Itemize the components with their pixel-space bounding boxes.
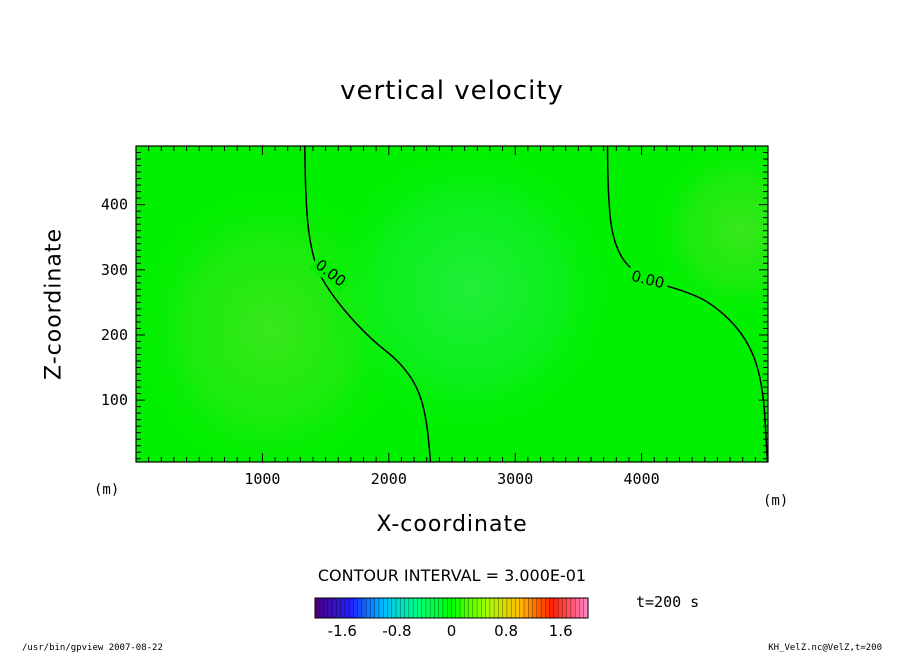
colorbar-segment: [579, 598, 585, 618]
colorbar-segment: [315, 598, 320, 618]
colorbar-segment: [494, 598, 500, 618]
colorbar-segment: [502, 598, 508, 618]
colorbar-segment: [327, 598, 333, 618]
colorbar-segment: [442, 598, 448, 618]
footer-right: KH_VelZ.nc@VelZ,t=200: [768, 643, 882, 653]
colorbar-segment: [417, 598, 423, 618]
colorbar-segment: [344, 598, 350, 618]
colorbar: -1.6 -0.8 0 0.8 1.6: [314, 597, 589, 640]
colorbar-segment: [323, 598, 329, 618]
colorbar-segment: [340, 598, 346, 618]
colorbar-segment: [583, 598, 589, 618]
y-tick-label: 200: [101, 326, 128, 344]
colorbar-segment: [357, 598, 363, 618]
colorbar-segment: [391, 598, 397, 618]
colorbar-segment: [468, 598, 474, 618]
colorbar-segment: [506, 598, 512, 618]
colorbar-segment: [425, 598, 431, 618]
colorbar-segment: [566, 598, 572, 618]
colorbar-segment: [558, 598, 564, 618]
colorbar-segment: [532, 598, 538, 618]
colorbar-segment: [447, 598, 453, 618]
colorbar-segment: [575, 598, 581, 618]
colorbar-segment: [413, 598, 418, 618]
x-tick-label: 4000: [624, 470, 660, 488]
colorbar-segment: [460, 598, 465, 618]
colorbar-tick-label: 0.8: [494, 622, 518, 640]
colorbar-segment: [353, 598, 359, 618]
colorbar-segment: [374, 598, 380, 618]
x-axis-label: X-coordinate: [376, 512, 528, 537]
colorbar-segment: [553, 598, 559, 618]
colorbar-tick-label: 1.6: [549, 622, 573, 640]
colorbar-segment: [332, 598, 337, 618]
colorbar-segment: [464, 598, 470, 618]
x-tick-label: 1000: [244, 470, 280, 488]
time-label: t=200 s: [636, 593, 700, 611]
positive-region: [320, 146, 620, 440]
colorbar-segment: [524, 598, 529, 618]
x-axis-unit: (m): [763, 493, 789, 509]
colorbar-frame: [314, 597, 589, 619]
colorbar-segment: [378, 598, 384, 618]
colorbar-segment: [549, 598, 555, 618]
colorbar-segment: [383, 598, 389, 618]
colorbar-segment: [396, 598, 401, 618]
colorbar-segment: [545, 598, 551, 618]
y-tick-label: 400: [101, 196, 128, 214]
colorbar-segment: [472, 598, 478, 618]
colorbar-segment: [438, 598, 444, 618]
zero-contour-1: [303, 146, 432, 462]
colorbar-segment: [361, 598, 367, 618]
footer-left: /usr/bin/gpview 2007-08-22: [22, 643, 163, 653]
colorbar-segment: [515, 598, 521, 618]
x-tick-label: 2000: [371, 470, 407, 488]
colorbar-segment: [485, 598, 491, 618]
colorbar-tick-label: -1.6: [328, 622, 357, 640]
colorbar-segment: [430, 598, 436, 618]
negative-region-right: [650, 146, 768, 320]
colorbar-tick-label: 0: [447, 622, 457, 640]
colorbar-segment: [349, 598, 354, 618]
y-axis-unit: (m): [94, 482, 120, 498]
colorbar-segment: [519, 598, 525, 618]
colorbar-segment: [370, 598, 376, 618]
colorbar-segment: [455, 598, 461, 618]
colorbar-segment: [421, 598, 427, 618]
colorbar-segment: [366, 598, 372, 618]
x-tick-label: 3000: [497, 470, 533, 488]
colorbar-segment: [570, 598, 576, 618]
colorbar-segment: [511, 598, 517, 618]
colorbar-segment: [481, 598, 487, 618]
colorbar-segment: [498, 598, 504, 618]
heatmap-field: [136, 146, 768, 462]
colorbar-segment: [434, 598, 440, 618]
y-axis-label: Z-coordinate: [41, 228, 67, 380]
contour-label-bg: [626, 265, 670, 294]
colorbar-segment: [477, 598, 482, 618]
y-tick-label: 300: [101, 261, 128, 279]
contour-interval-label: CONTOUR INTERVAL = 3.000E-01: [317, 566, 587, 585]
y-tick-label: 100: [101, 391, 128, 409]
axis-ticks: 1000 2000 3000 4000 100 200 300 400: [101, 146, 768, 488]
chart-title: vertical velocity: [340, 76, 564, 106]
colorbar-segment: [319, 598, 325, 618]
colorbar-segment: [404, 598, 410, 618]
colorbar-segment: [336, 598, 342, 618]
colorbar-segment: [528, 598, 534, 618]
colorbar-segment: [541, 598, 546, 618]
colorbar-segment: [489, 598, 495, 618]
contour-label-bg: [309, 253, 352, 293]
colorbar-segment: [408, 598, 414, 618]
colorbar-segment: [387, 598, 393, 618]
colorbar-segment: [562, 598, 568, 618]
colorbar-segment: [451, 598, 457, 618]
colorbar-segment: [536, 598, 542, 618]
colorbar-tick-label: -0.8: [382, 622, 411, 640]
colorbar-segment: [400, 598, 406, 618]
